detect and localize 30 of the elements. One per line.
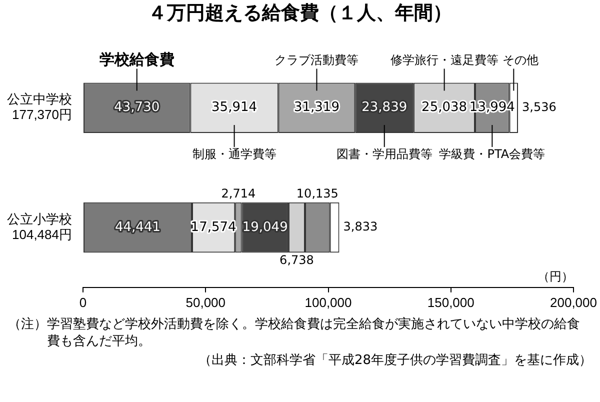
data-label: 31,319 — [294, 100, 340, 116]
data-label: 19,049 — [242, 220, 288, 235]
data-label: 35,914 — [212, 100, 258, 116]
data-label: 44,441 — [114, 220, 160, 235]
series-label: 図書・学用品費等 — [336, 147, 432, 162]
data-label: 23,839 — [362, 100, 408, 116]
data-label: 2,714 — [221, 186, 256, 201]
series-label: 制服・通学費等 — [192, 147, 276, 162]
text: （注）学習塾費など学校外活動費を除く。学校給食費は完全給食が実施されていない中学校の給食費も含んだ平均。 — [8, 316, 581, 350]
x-tick-label: 0 — [79, 294, 87, 310]
x-tick-label: 50,000 — [186, 294, 226, 310]
x-tick-label: 100,000 — [304, 294, 352, 310]
data-label: 3,833 — [343, 220, 378, 234]
series-label: 学級費・PTA会費等 — [439, 147, 546, 162]
text: （出典：文部科学省「平成28年度子供の学習費調査」を基に作成） — [197, 352, 592, 369]
series-label: クラブ活動費等 — [274, 52, 359, 67]
data-label: 43,730 — [114, 100, 160, 116]
series-label: 学校給食費 — [99, 50, 174, 69]
data-label: 10,135 — [296, 186, 338, 201]
series-label: 修学旅行・遠足費等 — [390, 52, 498, 67]
data-label: 6,738 — [280, 252, 314, 267]
y-tick-label: 公立中学校 177,370円 — [7, 92, 72, 122]
y-tick-label: 公立小学校 104,484円 — [7, 211, 72, 242]
x-tick-label: 150,000 — [427, 294, 474, 310]
data-label: 3,536 — [522, 100, 556, 114]
chart-title: ４万円超える給食費（１人、年間） — [147, 1, 453, 26]
data-label: 25,038 — [422, 100, 468, 116]
x-axis-title: （円） — [538, 270, 574, 284]
x-tick-label: 200,000 — [550, 294, 598, 310]
series-label: その他 — [502, 52, 538, 67]
